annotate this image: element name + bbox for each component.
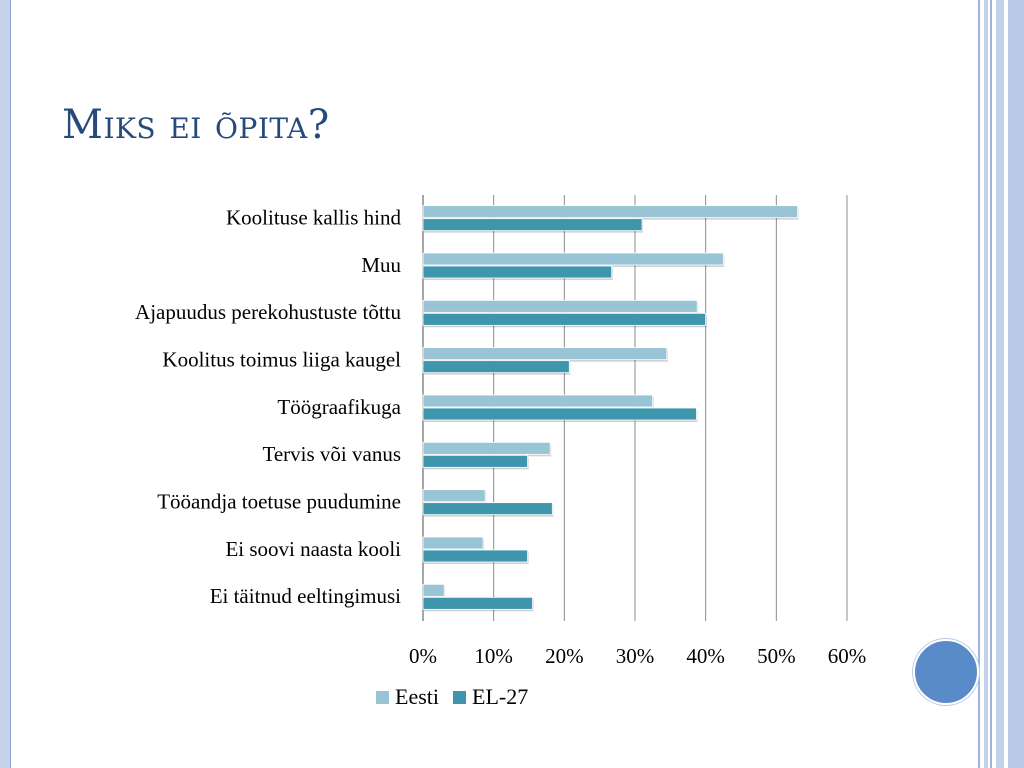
bar-el27: [422, 549, 528, 563]
legend-swatch-el27: [453, 690, 466, 704]
bar-el27: [422, 596, 533, 610]
bar-eesti: [422, 252, 724, 266]
category-label: Ajapuudus perekohustuste tõttu: [135, 300, 401, 324]
bar-el27: [422, 218, 643, 232]
right-decor-stripe-1: [978, 0, 980, 768]
legend-label-eesti: Eesti: [395, 684, 439, 709]
x-tick-label: 50%: [757, 644, 796, 668]
bar-el27: [422, 265, 613, 279]
bar-el27: [422, 407, 697, 421]
x-tick-label: 30%: [616, 644, 655, 668]
category-label: Muu: [361, 253, 401, 277]
right-decor-stripe-5: [1008, 0, 1024, 768]
legend-label-el27: EL-27: [472, 684, 529, 709]
bar-eesti: [422, 441, 551, 455]
category-label: Koolituse kallis hind: [226, 205, 401, 229]
category-labels: Koolituse kallis hind Muu Ajapuudus pereko…: [135, 205, 402, 608]
bar-eesti: [422, 583, 445, 597]
category-label: Ei täitnud eeltingimusi: [210, 584, 401, 608]
bar-el27: [422, 360, 570, 374]
category-label: Töögraafikuga: [277, 395, 401, 419]
right-decor-stripe-3: [990, 0, 992, 768]
bar-eesti: [422, 299, 698, 313]
bar-el27: [422, 502, 553, 516]
right-decor-stripe-4: [996, 0, 1004, 768]
decor-circle: [913, 639, 979, 705]
legend-item-eesti: Eesti: [376, 684, 439, 710]
bars: [422, 205, 799, 612]
right-decor-stripe-2: [984, 0, 988, 768]
bar-el27: [422, 312, 707, 326]
slide-title: Miks ei õpita?: [62, 102, 330, 148]
x-tick-label: 60%: [828, 644, 867, 668]
x-tick-label: 40%: [686, 644, 725, 668]
left-decor-line: [10, 0, 11, 768]
bar-eesti: [422, 536, 484, 550]
category-label: Koolitus toimus liiga kaugel: [162, 347, 401, 371]
category-label: Tööandja toetuse puudumine: [157, 489, 401, 513]
bar-eesti: [422, 347, 668, 361]
category-label: Ei soovi naasta kooli: [225, 537, 401, 561]
x-tick-label: 10%: [474, 644, 513, 668]
bar-eesti: [422, 205, 798, 219]
legend: Eesti EL-27: [376, 684, 542, 710]
category-label: Tervis või vanus: [262, 442, 401, 466]
bar-eesti: [422, 489, 486, 503]
bar-eesti: [422, 394, 654, 408]
legend-item-el27: EL-27: [453, 684, 528, 710]
legend-swatch-eesti: [376, 690, 389, 704]
x-tick-labels: 0% 10% 20% 30% 40% 50% 60%: [409, 644, 866, 668]
x-tick-label: 20%: [545, 644, 584, 668]
bar-el27: [422, 454, 528, 468]
x-tick-label: 0%: [409, 644, 437, 668]
left-decor-rail: [0, 0, 10, 768]
